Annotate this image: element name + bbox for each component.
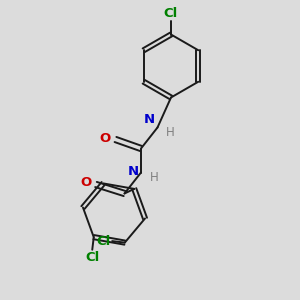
Text: H: H <box>149 171 158 184</box>
Text: H: H <box>166 125 175 139</box>
Text: O: O <box>80 176 92 190</box>
Text: O: O <box>100 131 111 145</box>
Text: Cl: Cl <box>85 250 99 264</box>
Text: Cl: Cl <box>96 235 111 248</box>
Text: N: N <box>144 113 155 126</box>
Text: Cl: Cl <box>164 7 178 20</box>
Text: N: N <box>128 165 139 178</box>
